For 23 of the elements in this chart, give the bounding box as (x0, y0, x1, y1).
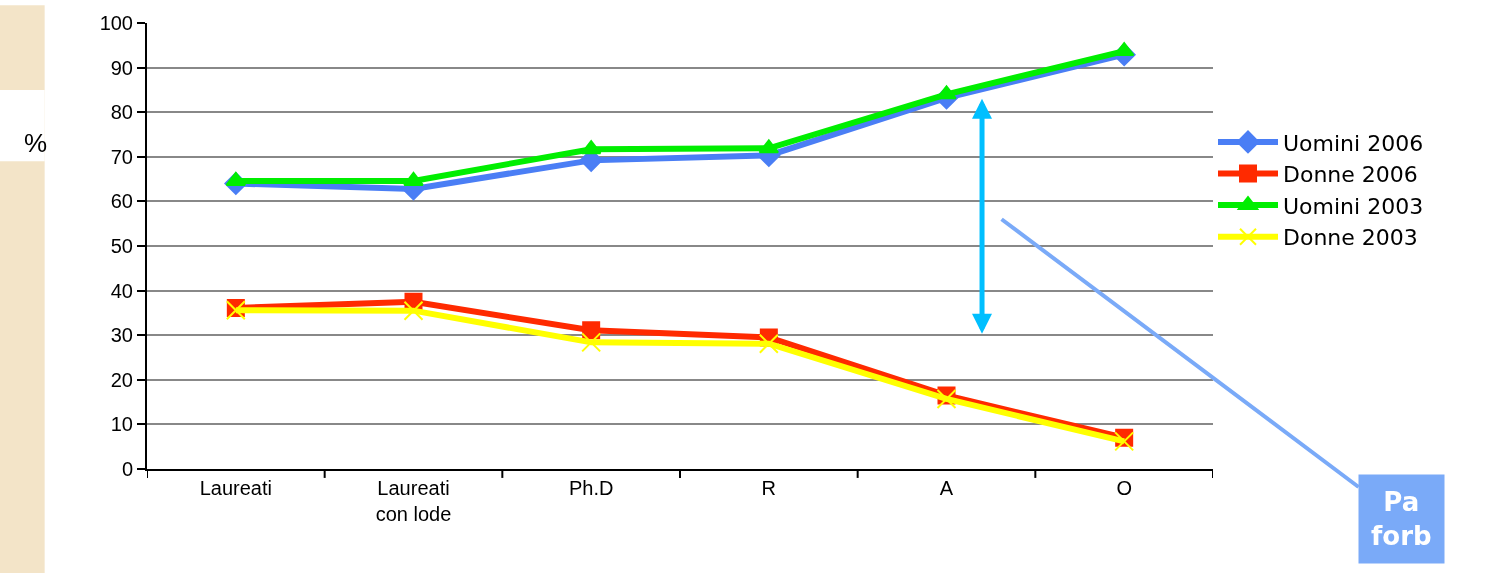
y-tick-label: 10 (110, 413, 133, 436)
y-tick-label: 50 (110, 235, 133, 257)
y-tick-label: 0 (121, 458, 133, 480)
text: Pa forb (1371, 487, 1432, 551)
x-tick-label: Laureati (199, 477, 272, 499)
x-tick-label: A (939, 477, 954, 499)
y-tick-label: 60 (110, 190, 133, 213)
legend-label: Donne 2003 (1283, 225, 1418, 251)
y-tick-label: 20 (110, 368, 133, 391)
y-tick-label: 90 (110, 56, 133, 79)
y-tick-label: 70 (110, 145, 133, 168)
y-tick-label: 40 (110, 279, 133, 302)
x-tick-label: Laureati con lode (375, 477, 452, 525)
legend-label: Uomini 2003 (1283, 193, 1424, 219)
x-tick-label: R (761, 477, 777, 499)
y-axis-title: % (24, 128, 48, 158)
y-tick-label: 80 (110, 101, 133, 124)
x-tick-label: O (1116, 477, 1132, 499)
y-tick-label: 30 (110, 324, 133, 347)
x-tick-label: Ph.D (568, 477, 614, 499)
y-tick-label: 100 (99, 12, 133, 34)
legend-label: Donne 2006 (1283, 162, 1418, 188)
legend-label: Uomini 2006 (1283, 130, 1424, 156)
